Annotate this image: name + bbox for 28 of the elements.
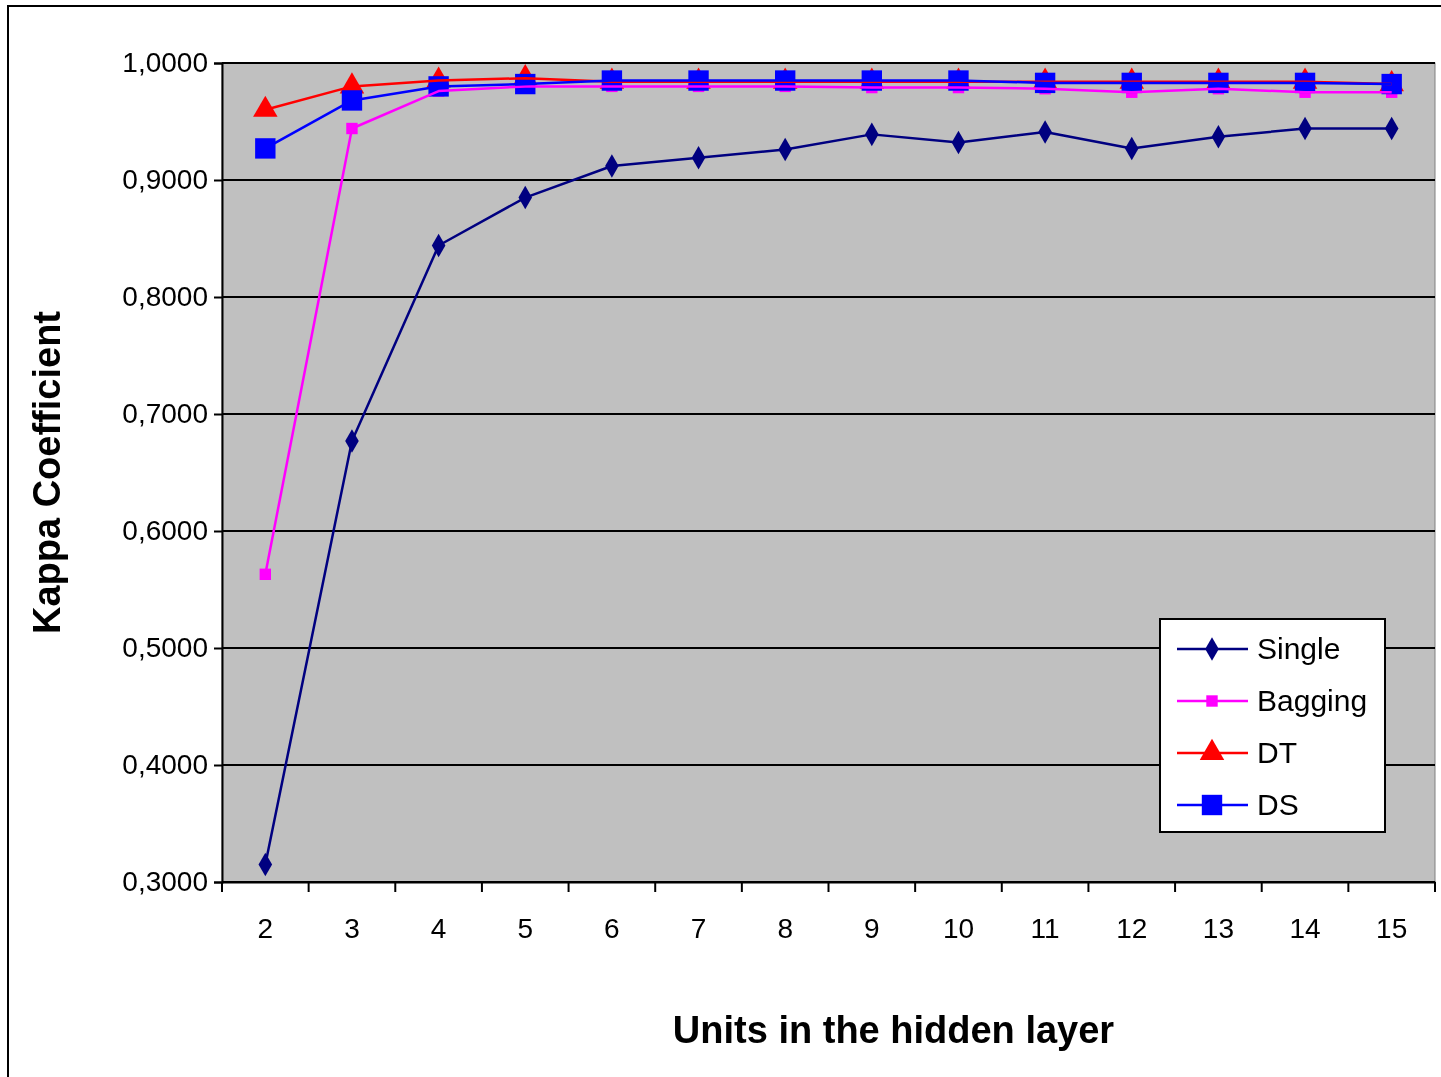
x-tick-label: 14 (1289, 912, 1321, 944)
y-tick-label: 0,6000 (122, 515, 208, 547)
legend-label: DS (1257, 788, 1299, 821)
y-tick-label: 0,9000 (122, 164, 208, 196)
x-tick-label: 7 (690, 912, 707, 944)
legend-label: DT (1257, 736, 1297, 769)
x-tick-label: 3 (344, 912, 360, 944)
x-tick-label: 13 (1202, 912, 1234, 944)
x-tick-label: 2 (257, 912, 274, 944)
x-tick-label: 5 (517, 912, 534, 944)
y-axis-title: Kappa Coefficient (26, 310, 68, 635)
y-tick-label: 0,4000 (122, 749, 208, 781)
legend-label: Single (1257, 632, 1341, 665)
y-tick-label: 0,3000 (122, 866, 208, 898)
y-tick-label: 0,8000 (122, 281, 208, 313)
x-tick-label: 10 (942, 912, 975, 944)
y-tick-label: 0,5000 (122, 632, 208, 664)
x-tick-label: 6 (604, 912, 620, 944)
legend-label: Bagging (1257, 684, 1368, 717)
x-axis-title: Units in the hidden layer (672, 1009, 1115, 1051)
x-tick-label: 15 (1376, 912, 1408, 944)
x-tick-label: 11 (1030, 912, 1060, 944)
x-tick-label: 4 (430, 912, 447, 944)
y-tick-label: 1,0000 (122, 47, 208, 79)
y-tick-label: 0,7000 (122, 398, 208, 430)
x-tick-label: 8 (777, 912, 793, 944)
x-tick-label: 12 (1116, 912, 1148, 944)
x-tick-label: 9 (864, 912, 880, 944)
